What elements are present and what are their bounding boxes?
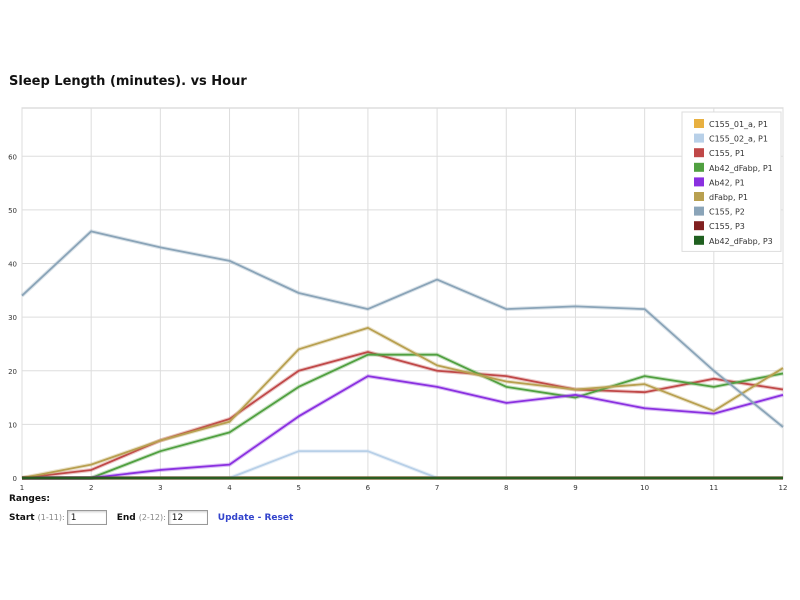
update-reset-links[interactable]: Update - Reset bbox=[217, 512, 294, 523]
legend-swatch bbox=[694, 119, 704, 128]
chart-title: Sleep Length (minutes). vs Hour bbox=[9, 74, 247, 89]
legend-swatch bbox=[694, 177, 704, 187]
legend-label: dFabp, P1 bbox=[709, 193, 748, 202]
legend-swatch bbox=[694, 148, 704, 158]
series-line bbox=[21, 230, 784, 428]
y-tick-label: 60 bbox=[8, 153, 17, 161]
x-tick-label: 5 bbox=[296, 484, 300, 492]
y-tick-label: 0 bbox=[13, 475, 17, 483]
y-tick-label: 40 bbox=[8, 261, 17, 269]
x-tick-label: 8 bbox=[504, 484, 508, 492]
x-tick-label: 2 bbox=[89, 484, 93, 492]
legend-swatch bbox=[694, 206, 704, 216]
series-line bbox=[22, 353, 784, 479]
x-tick-label: 7 bbox=[435, 484, 439, 492]
start-input[interactable]: 1 bbox=[66, 510, 107, 525]
range-controls: Ranges: Start (1-11): 1 End (2-12): 12 U… bbox=[9, 494, 293, 525]
legend-swatch bbox=[694, 221, 704, 231]
legend-label: C155, P1 bbox=[709, 149, 745, 158]
start-hint: (1-11): bbox=[37, 513, 65, 522]
legend-label: Ab42, P1 bbox=[709, 178, 745, 187]
x-tick-label: 3 bbox=[158, 484, 162, 492]
y-tick-label: 30 bbox=[8, 314, 17, 322]
x-tick-label: 9 bbox=[573, 484, 577, 492]
legend-label: C155, P2 bbox=[709, 208, 745, 217]
legend-swatch bbox=[694, 162, 704, 172]
x-tick-label: 6 bbox=[366, 484, 371, 492]
legend-label: C155_01_a, P1 bbox=[709, 120, 768, 129]
y-tick-label: 50 bbox=[8, 207, 17, 215]
ranges-label: Ranges: bbox=[9, 494, 50, 504]
end-hint: (2-12): bbox=[138, 513, 166, 522]
series-line bbox=[21, 326, 784, 479]
series-line bbox=[22, 375, 784, 479]
legend-label: Ab42_dFabp, P1 bbox=[709, 164, 773, 173]
legend-swatch bbox=[694, 235, 704, 245]
start-label: Start bbox=[9, 512, 35, 523]
x-tick-label: 10 bbox=[640, 484, 649, 492]
legend-swatch bbox=[694, 192, 704, 201]
legend-label: C155, P3 bbox=[709, 222, 745, 231]
x-tick-label: 12 bbox=[779, 484, 788, 492]
x-tick-label: 4 bbox=[227, 484, 232, 492]
x-tick-label: 11 bbox=[709, 484, 718, 492]
x-tick-label: 1 bbox=[20, 484, 24, 492]
legend-label: C155_02_a, P1 bbox=[709, 135, 768, 144]
legend-label: Ab42_dFabp, P3 bbox=[709, 237, 773, 246]
y-tick-label: 20 bbox=[8, 368, 17, 376]
y-tick-label: 10 bbox=[8, 421, 17, 429]
legend-swatch bbox=[694, 133, 704, 143]
end-input[interactable]: 12 bbox=[167, 510, 208, 525]
end-label: End bbox=[116, 512, 136, 523]
